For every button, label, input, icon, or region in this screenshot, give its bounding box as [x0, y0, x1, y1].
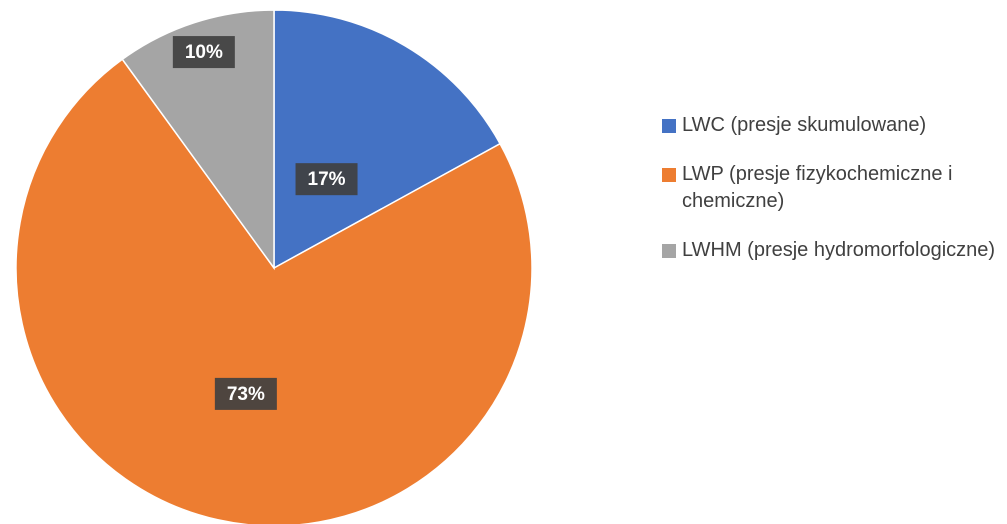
legend: LWC (presje skumulowane) LWP (presje fizy… — [662, 112, 1007, 286]
legend-item: LWP (presje fizykochemiczne i chemiczne) — [662, 161, 1007, 215]
data-label: 17% — [295, 163, 358, 196]
data-label-box — [214, 377, 277, 410]
legend-label: LWP (presje fizykochemiczne i chemiczne) — [682, 163, 953, 212]
legend-swatch — [662, 244, 676, 258]
data-label-box — [295, 163, 358, 196]
legend-item: LWC (presje skumulowane) — [662, 112, 1007, 139]
legend-label: LWHM (presje hydromorfologiczne) — [682, 239, 996, 261]
pie-slice — [15, 58, 533, 524]
data-label-text: 17% — [308, 169, 346, 190]
legend-label: LWC (presje skumulowane) — [682, 114, 927, 136]
legend-item: LWHM (presje hydromorfologiczne) — [662, 237, 1007, 264]
pie-slice — [121, 9, 275, 271]
data-label: 10% — [172, 36, 235, 69]
data-label-box — [172, 36, 235, 69]
pie-slice — [273, 9, 502, 270]
legend-swatch — [662, 119, 676, 133]
legend-swatch — [662, 168, 676, 182]
data-label-text: 10% — [185, 42, 223, 63]
data-label: 73% — [214, 377, 277, 410]
data-label-text: 73% — [227, 384, 265, 405]
